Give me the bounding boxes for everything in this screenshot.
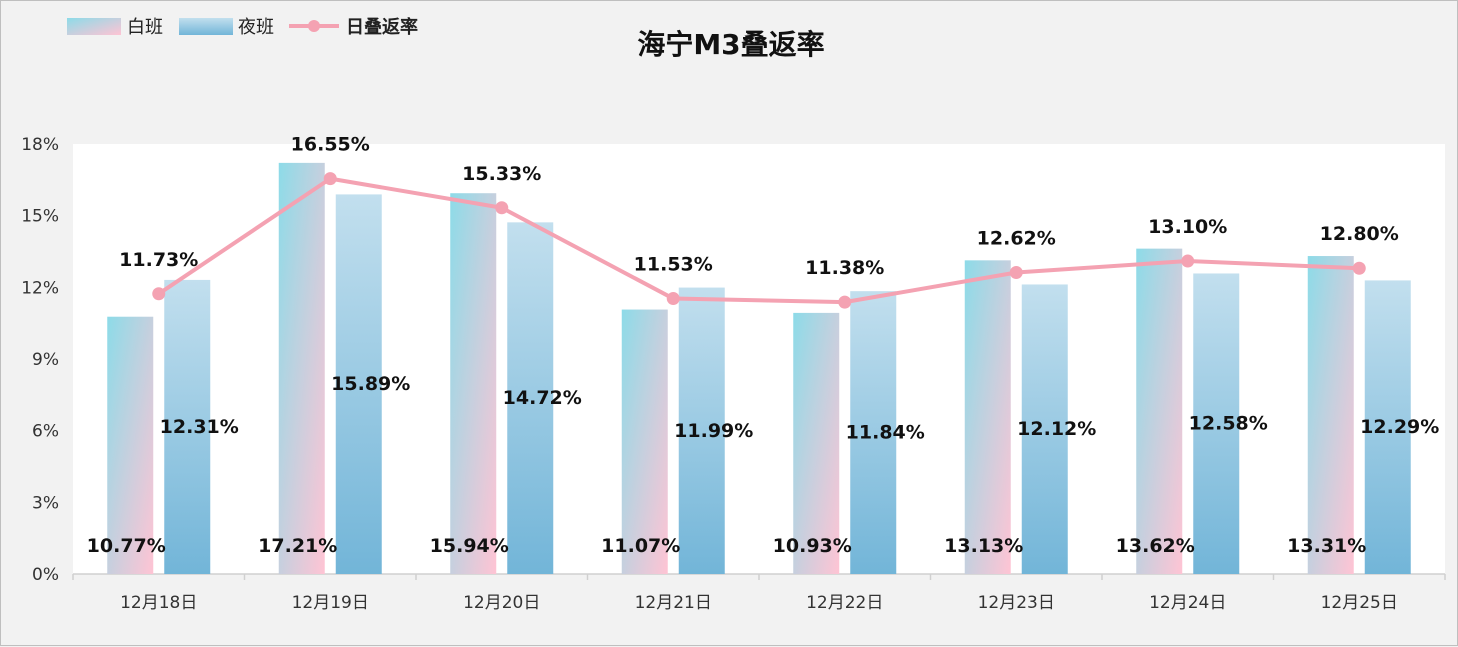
data-label-rate: 11.53%	[634, 254, 713, 276]
y-tick-label: 12%	[21, 278, 59, 298]
x-axis: 12月18日 12月19日 12月20日 12月21日 12月22日 12月23日 12月2…	[72, 573, 1446, 613]
data-label-night: 12.58%	[1189, 413, 1268, 435]
legend-swatch-night	[179, 18, 233, 35]
x-tick-label: 12月20日	[463, 593, 540, 613]
data-label-day: 11.07%	[601, 535, 680, 557]
rate-point	[1352, 261, 1366, 275]
bar-day	[107, 316, 154, 574]
chart-title: 海宁M3叠返率	[637, 28, 824, 61]
line-series	[152, 172, 1366, 309]
data-label-rate: 12.80%	[1320, 223, 1399, 245]
bar-night	[850, 291, 897, 574]
x-tick-label: 12月25日	[1321, 593, 1398, 613]
x-tick-label: 12月18日	[120, 593, 197, 613]
x-tick-label: 12月21日	[635, 593, 712, 613]
bar-night	[1193, 273, 1240, 574]
x-tick-label: 12月23日	[978, 593, 1055, 613]
x-tick-label: 12月22日	[806, 593, 883, 613]
data-label-day: 17.21%	[258, 535, 337, 557]
data-label-night: 14.72%	[503, 387, 582, 409]
legend-swatch-day	[67, 18, 121, 35]
rate-point	[495, 201, 509, 215]
data-label-night: 12.31%	[160, 416, 239, 438]
legend-label-day: 白班	[127, 17, 163, 38]
y-tick-label: 9%	[32, 350, 59, 370]
bar-day	[1307, 256, 1354, 574]
data-label-rate: 11.38%	[805, 257, 884, 279]
legend: 白班 夜班 日叠返率	[67, 16, 418, 38]
data-labels: 10.77% 12.31% 17.21% 15.89% 15.94% 14.72% 11.0…	[87, 134, 1440, 557]
data-label-day: 13.13%	[944, 535, 1023, 557]
bar-night	[678, 287, 725, 574]
bar-day	[450, 193, 497, 574]
rate-line	[157, 176, 1360, 305]
bar-day	[793, 312, 840, 574]
y-tick-label: 15%	[21, 207, 59, 227]
x-tick-label: 12月19日	[292, 593, 369, 613]
bars	[107, 162, 1411, 574]
bar-day	[1136, 248, 1183, 574]
legend-label-night: 夜班	[238, 17, 274, 38]
data-label-day: 10.77%	[87, 535, 166, 557]
y-tick-label: 18%	[21, 135, 59, 155]
rate-point	[1009, 266, 1023, 280]
rate-point	[1181, 254, 1195, 268]
bar-day	[964, 260, 1011, 574]
bar-night	[164, 279, 211, 574]
bar-day	[278, 162, 325, 574]
data-label-night: 12.29%	[1360, 416, 1439, 438]
data-label-night: 11.84%	[846, 422, 925, 444]
bar-night	[335, 194, 382, 574]
rate-point	[323, 172, 337, 186]
data-label-rate: 16.55%	[291, 134, 370, 156]
rate-point	[666, 292, 680, 306]
legend-label-rate: 日叠返率	[346, 16, 418, 38]
legend-line-marker	[308, 20, 320, 32]
data-label-rate: 13.10%	[1148, 216, 1227, 238]
data-label-day: 13.62%	[1116, 535, 1195, 557]
rate-point	[838, 295, 852, 309]
data-label-day: 10.93%	[773, 535, 852, 557]
y-axis: 0% 3% 6% 9% 12% 15% 18%	[21, 135, 59, 585]
y-tick-label: 0%	[32, 565, 59, 585]
data-label-night: 12.12%	[1017, 418, 1096, 440]
y-tick-label: 6%	[32, 422, 59, 442]
data-label-day: 13.31%	[1287, 535, 1366, 557]
data-label-day: 15.94%	[430, 535, 509, 557]
rate-point	[152, 287, 166, 301]
y-tick-label: 3%	[32, 493, 59, 513]
bar-night	[1021, 284, 1068, 574]
data-label-rate: 11.73%	[119, 249, 198, 271]
bar-day	[621, 309, 668, 574]
data-label-night: 11.99%	[674, 420, 753, 442]
bar-night	[1364, 280, 1411, 574]
data-label-rate: 12.62%	[977, 228, 1056, 250]
data-label-night: 15.89%	[331, 373, 410, 395]
data-label-rate: 15.33%	[462, 163, 541, 185]
x-tick-label: 12月24日	[1149, 593, 1226, 613]
bar-night	[507, 222, 554, 574]
